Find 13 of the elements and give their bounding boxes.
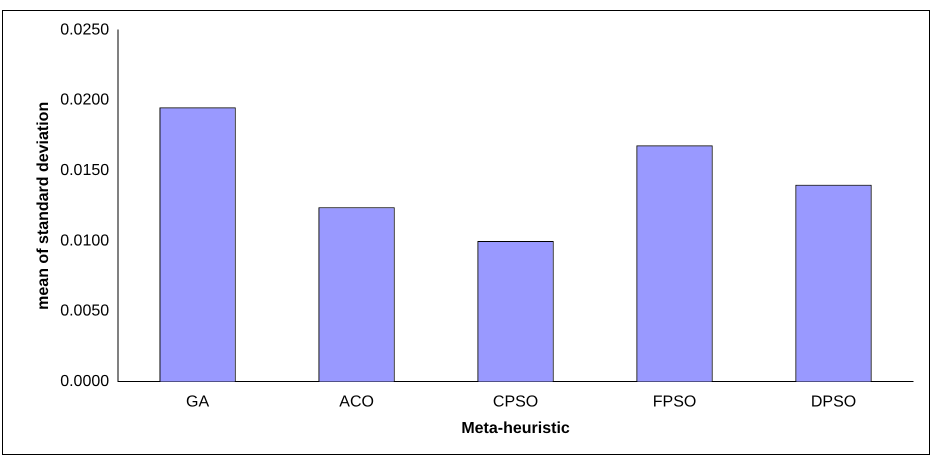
x-tick-label: FPSO: [652, 394, 696, 411]
x-tick-label: ACO: [339, 394, 374, 411]
y-tick-label: 0.0250: [60, 21, 110, 38]
x-tick-label: DPSO: [810, 394, 856, 411]
x-tick-label: GA: [186, 394, 210, 411]
y-tick-label: 0.0150: [60, 162, 110, 180]
y-tick-label: 0.0000: [60, 373, 110, 390]
y-tick-label: 0.0200: [60, 92, 110, 109]
x-axis-title: Meta-heuristic: [461, 420, 570, 437]
y-axis-title: mean of standard deviation: [35, 102, 52, 310]
x-tick-label: CPSO: [492, 394, 538, 411]
y-tick-label: 0.0100: [60, 232, 110, 250]
y-tick-label: 0.0050: [60, 302, 110, 320]
